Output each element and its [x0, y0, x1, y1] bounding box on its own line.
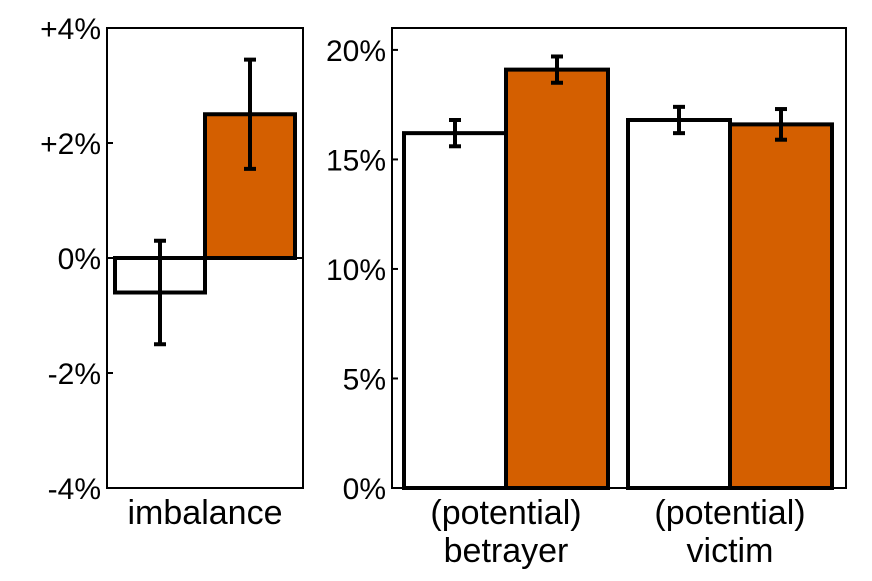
y-tick-label: 10% [326, 254, 386, 287]
x-category-label: imbalance [128, 494, 283, 532]
y-tick-label: 5% [343, 363, 386, 396]
chart-panel-1: +4% +2% 0% -2% -4% imbalance [40, 13, 304, 532]
bar [504, 67, 610, 490]
x-category-label: betrayer [444, 532, 569, 570]
x-category-label: victim [687, 532, 774, 570]
bar [626, 118, 732, 490]
y-tick-label: 20% [326, 35, 386, 68]
bar [402, 131, 508, 490]
bar [728, 122, 834, 490]
y-tick-label: 0% [343, 473, 386, 506]
y-tick-label: +2% [40, 128, 101, 161]
y-tick-label: 0% [58, 243, 101, 276]
x-category-label: (potential) [654, 494, 805, 532]
y-tick-label: 15% [326, 144, 386, 177]
y-tick-label: -2% [48, 358, 101, 391]
plot-frame [391, 27, 847, 489]
x-category-label: (potential) [430, 494, 581, 532]
y-tick-label: +4% [40, 13, 101, 46]
y-tick-label: -4% [48, 473, 101, 506]
chart-panel-2: 20%15%10%5%0%(potential)betrayer(potenti… [326, 27, 847, 570]
